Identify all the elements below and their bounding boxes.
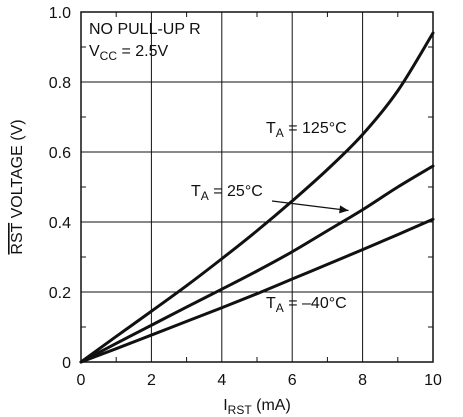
annotation-vcc: VCC = 2.5V bbox=[89, 43, 168, 63]
series-line-25c bbox=[79, 164, 435, 364]
x-axis-title-suffix: (mA) bbox=[252, 397, 291, 414]
x-axis-title-subscript: RST bbox=[228, 403, 253, 417]
series-label-subscript: A bbox=[276, 126, 284, 140]
x-tick-label: 10 bbox=[424, 372, 442, 389]
y-tick-label: 0.4 bbox=[49, 215, 71, 232]
series-label-main: T bbox=[266, 295, 276, 312]
annotation-vcc-main: V bbox=[89, 43, 100, 60]
y-tick-label: 0.6 bbox=[49, 145, 71, 162]
x-tick-label: 8 bbox=[358, 372, 367, 389]
series-label-subscript: A bbox=[276, 301, 284, 315]
y-tick-label: 1.0 bbox=[49, 5, 71, 22]
grid-lines bbox=[80, 11, 434, 363]
series-label-subscript: A bbox=[201, 189, 209, 203]
x-tick-label: 4 bbox=[217, 372, 226, 389]
series-label-minus40c: TA = –40°C bbox=[266, 295, 347, 315]
y-tick-labels: 0 0.2 0.4 0.6 0.8 1.0 bbox=[49, 5, 71, 372]
series-label-main: T bbox=[266, 120, 276, 137]
x-tick-label: 0 bbox=[77, 372, 86, 389]
tick-marks bbox=[81, 12, 433, 362]
series-label-125c: TA = 125°C bbox=[266, 120, 347, 140]
x-tick-label: 2 bbox=[147, 372, 156, 389]
y-axis-title-overlined: RST bbox=[9, 222, 26, 254]
annotation-pullup: NO PULL-UP R bbox=[89, 21, 201, 38]
series-lines bbox=[79, 31, 435, 364]
x-axis-title-main: I bbox=[223, 397, 227, 414]
series-label-25c: TA = 25°C bbox=[191, 183, 263, 203]
leader-line-25c bbox=[271, 200, 349, 212]
x-axis-title: IRST (mA) bbox=[223, 397, 291, 417]
annotation-vcc-subscript: CC bbox=[100, 49, 118, 63]
series-line-minus40c bbox=[79, 217, 435, 364]
y-axis-title: RST VOLTAGE (V) bbox=[9, 119, 26, 254]
y-tick-label: 0.2 bbox=[49, 285, 71, 302]
y-tick-label: 0 bbox=[62, 355, 71, 372]
y-axis-title-suffix: VOLTAGE (V) bbox=[9, 119, 26, 222]
x-tick-label: 6 bbox=[288, 372, 297, 389]
annotation-vcc-suffix: = 2.5V bbox=[117, 43, 168, 60]
plot-area bbox=[81, 12, 433, 362]
series-line-125c bbox=[79, 31, 435, 364]
series-label-suffix: = 125°C bbox=[284, 120, 347, 137]
y-tick-label: 0.8 bbox=[49, 75, 71, 92]
x-tick-labels: 0 2 4 6 8 10 bbox=[77, 372, 442, 389]
series-label-main: T bbox=[191, 183, 201, 200]
arrowhead-icon bbox=[339, 205, 349, 214]
series-label-suffix: = 25°C bbox=[209, 183, 263, 200]
series-label-suffix: = –40°C bbox=[284, 295, 347, 312]
